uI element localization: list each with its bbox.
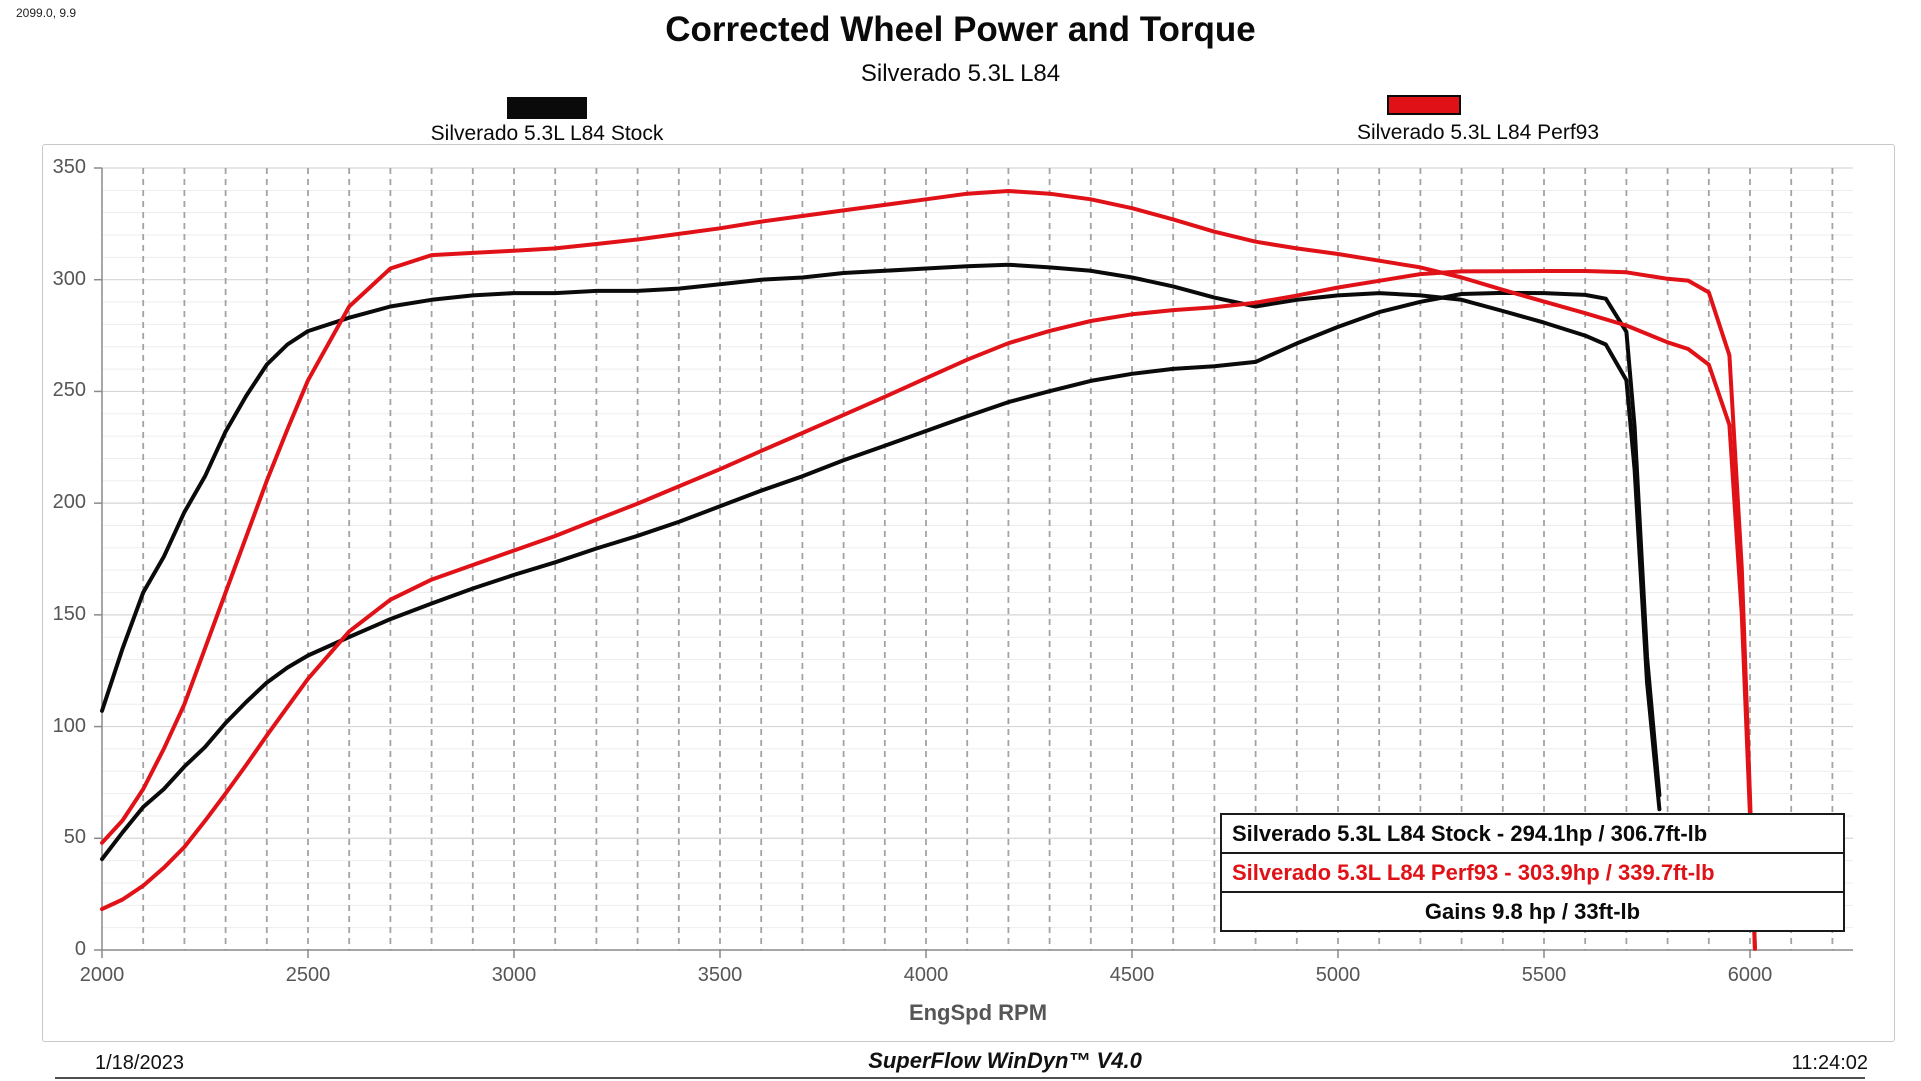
x-tick-label: 2500 [285, 964, 331, 986]
curve-stock-torque [100, 262, 1662, 812]
x-tick-label: 2000 [79, 964, 125, 986]
y-tick-label: 150 [52, 602, 86, 625]
results-row-gains: Gains 9.8 hp / 33ft-lb [1222, 891, 1843, 930]
curve-stock-power [100, 290, 1662, 862]
cursor-readout: 2099.0, 9.9 [16, 6, 77, 20]
x-tick-label: 5500 [1521, 964, 1567, 986]
legend-swatch-stock [507, 97, 587, 119]
legend-label-stock: Silverado 5.3L L84 Stock [430, 122, 664, 145]
y-tick-label: 50 [63, 826, 86, 849]
x-tick-label: 4000 [903, 964, 949, 986]
legend-label-perf93: Silverado 5.3L L84 Perf93 [1356, 121, 1600, 144]
curve-perf93-torque [100, 189, 1757, 951]
chart-panel [42, 144, 1895, 1042]
x-tick-label: 3500 [697, 964, 743, 986]
window-bottom-edge [55, 1077, 1865, 1079]
page-title: Corrected Wheel Power and Torque [665, 10, 1256, 49]
y-tick-label: 100 [52, 714, 86, 737]
results-row-perf93: Silverado 5.3L L84 Perf93 - 303.9hp / 33… [1222, 852, 1843, 891]
footer-time: 11:24:02 [1791, 1052, 1868, 1074]
y-tick-label: 200 [52, 491, 86, 514]
y-tick-label: 0 [74, 938, 86, 960]
footer-software-name: SuperFlow WinDyn™ V4.0 [868, 1048, 1142, 1073]
results-box: Silverado 5.3L L84 Stock - 294.1hp / 306… [1220, 813, 1845, 932]
x-axis-title: EngSpd RPM [908, 1000, 1048, 1025]
x-tick-label: 3000 [491, 964, 537, 986]
x-tick-label: 5000 [1315, 964, 1361, 986]
footer-date: 1/18/2023 [95, 1052, 184, 1074]
y-tick-label: 350 [52, 155, 86, 178]
gridlines-major [102, 167, 1853, 839]
legend-swatch-perf93 [1387, 95, 1461, 115]
y-tick-label: 250 [52, 379, 86, 402]
page-subtitle: Silverado 5.3L L84 [860, 60, 1061, 87]
x-tick-label: 4500 [1109, 964, 1155, 986]
axes [94, 167, 1853, 958]
curve-perf93-power [100, 269, 1757, 950]
series-curves [100, 189, 1757, 951]
x-tick-label: 6000 [1727, 964, 1773, 986]
results-row-stock: Silverado 5.3L L84 Stock - 294.1hp / 306… [1232, 821, 1708, 846]
y-tick-label: 300 [52, 267, 86, 290]
